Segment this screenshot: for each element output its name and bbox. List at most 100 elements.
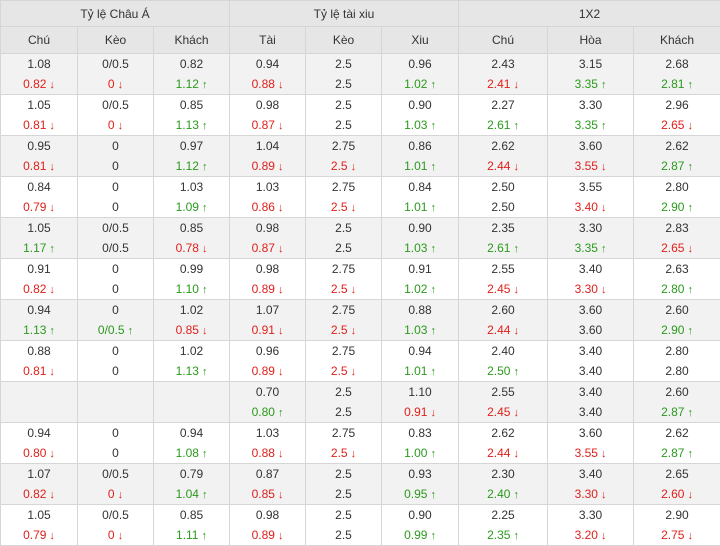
current-odds: 0 bbox=[78, 361, 153, 381]
odds-value: 2.55 bbox=[491, 385, 514, 399]
arrow-down-icon: ↓ bbox=[513, 280, 519, 300]
opening-odds: 2.25 bbox=[459, 505, 547, 525]
odds-value: 0.85 bbox=[176, 323, 199, 337]
opening-odds: 0.85 bbox=[154, 95, 229, 115]
arrow-up-icon: ↑ bbox=[202, 485, 208, 505]
current-odds: 1.02↑ bbox=[382, 74, 458, 94]
arrow-down-icon: ↓ bbox=[278, 157, 284, 177]
current-odds: 0.82↓ bbox=[1, 279, 77, 299]
table-header: Tỷ lệ Châu Á Tỷ lệ tài xiu 1X2 Chú Kèo K… bbox=[1, 1, 720, 54]
current-odds: 2.5↓ bbox=[306, 361, 381, 381]
opening-odds: 0.94 bbox=[1, 423, 77, 443]
odds-value: 2.61 bbox=[487, 118, 510, 132]
odds-value: 0.80 bbox=[252, 405, 275, 419]
current-odds: 2.80 bbox=[634, 361, 720, 381]
arrow-down-icon: ↓ bbox=[687, 116, 693, 136]
odds-value: 0.80 bbox=[23, 446, 46, 460]
odds-value: 2.45 bbox=[487, 405, 510, 419]
odds-value: 2.62 bbox=[665, 426, 688, 440]
odds-value: 2.25 bbox=[491, 508, 514, 522]
odds-value: 0.99 bbox=[180, 262, 203, 276]
odds-value: 2.65 bbox=[661, 241, 684, 255]
opening-odds: 0 bbox=[78, 177, 153, 197]
odds-value: 2.90 bbox=[661, 200, 684, 214]
odds-value: 0.94 bbox=[180, 426, 203, 440]
arrow-down-icon: ↓ bbox=[351, 444, 357, 464]
odds-value: 0 bbox=[112, 262, 119, 276]
current-odds: 0.81↓ bbox=[1, 115, 77, 135]
odds-value: 0.96 bbox=[256, 344, 279, 358]
odds-value: 1.08 bbox=[27, 57, 50, 71]
arrow-down-icon: ↓ bbox=[278, 321, 284, 341]
odds-value: 2.62 bbox=[491, 139, 514, 153]
odds-value: 3.35 bbox=[575, 77, 598, 91]
opening-odds: 2.62 bbox=[459, 136, 547, 156]
current-odds: 0↓ bbox=[78, 525, 153, 545]
current-odds: 3.40 bbox=[548, 402, 633, 422]
odds-value: 2.80 bbox=[661, 282, 684, 296]
odds-value: 1.01 bbox=[404, 159, 427, 173]
odds-value: 0.86 bbox=[252, 200, 275, 214]
odds-value: 0.98 bbox=[256, 221, 279, 235]
odds-value: 2.62 bbox=[665, 139, 688, 153]
current-odds: 3.30↓ bbox=[548, 279, 633, 299]
odds-value: 2.55 bbox=[491, 262, 514, 276]
odds-value: 1.10 bbox=[176, 282, 199, 296]
opening-odds: 0.88 bbox=[382, 300, 458, 320]
odds-value: 3.30 bbox=[579, 98, 602, 112]
odds-value: 3.35 bbox=[575, 118, 598, 132]
odds-value: 2.5 bbox=[335, 467, 352, 481]
odds-value: 0 bbox=[112, 426, 119, 440]
current-odds: 2.41↓ bbox=[459, 74, 547, 94]
odds-value: 0.90 bbox=[408, 98, 431, 112]
current-odds: 3.40 bbox=[548, 361, 633, 381]
opening-odds: 0/0.5 bbox=[78, 505, 153, 525]
odds-cell-home bbox=[1, 382, 78, 423]
opening-odds: 2.30 bbox=[459, 464, 547, 484]
arrow-up-icon: ↑ bbox=[430, 157, 436, 177]
odds-value: 3.60 bbox=[579, 323, 602, 337]
odds-value: 2.5 bbox=[335, 405, 352, 419]
opening-odds: 1.04 bbox=[230, 136, 305, 156]
arrow-down-icon: ↓ bbox=[601, 280, 607, 300]
odds-value: 0.90 bbox=[408, 508, 431, 522]
odds-value: 1.03 bbox=[404, 323, 427, 337]
opening-odds: 0.95 bbox=[1, 136, 77, 156]
current-odds: 1.00↑ bbox=[382, 443, 458, 463]
odds-cell-handicap bbox=[78, 382, 154, 423]
odds-value: 1.04 bbox=[256, 139, 279, 153]
odds-value: 3.60 bbox=[579, 303, 602, 317]
odds-value: 0 bbox=[112, 139, 119, 153]
opening-odds: 2.96 bbox=[634, 95, 720, 115]
opening-odds: 0 bbox=[78, 423, 153, 443]
opening-odds: 2.50 bbox=[459, 177, 547, 197]
opening-odds: 0/0.5 bbox=[78, 218, 153, 238]
header-asian-handicap: Tỷ lệ Châu Á bbox=[1, 1, 230, 27]
opening-odds: 2.60 bbox=[634, 300, 720, 320]
opening-odds: 3.40 bbox=[548, 464, 633, 484]
current-odds: 0.79↓ bbox=[1, 197, 77, 217]
